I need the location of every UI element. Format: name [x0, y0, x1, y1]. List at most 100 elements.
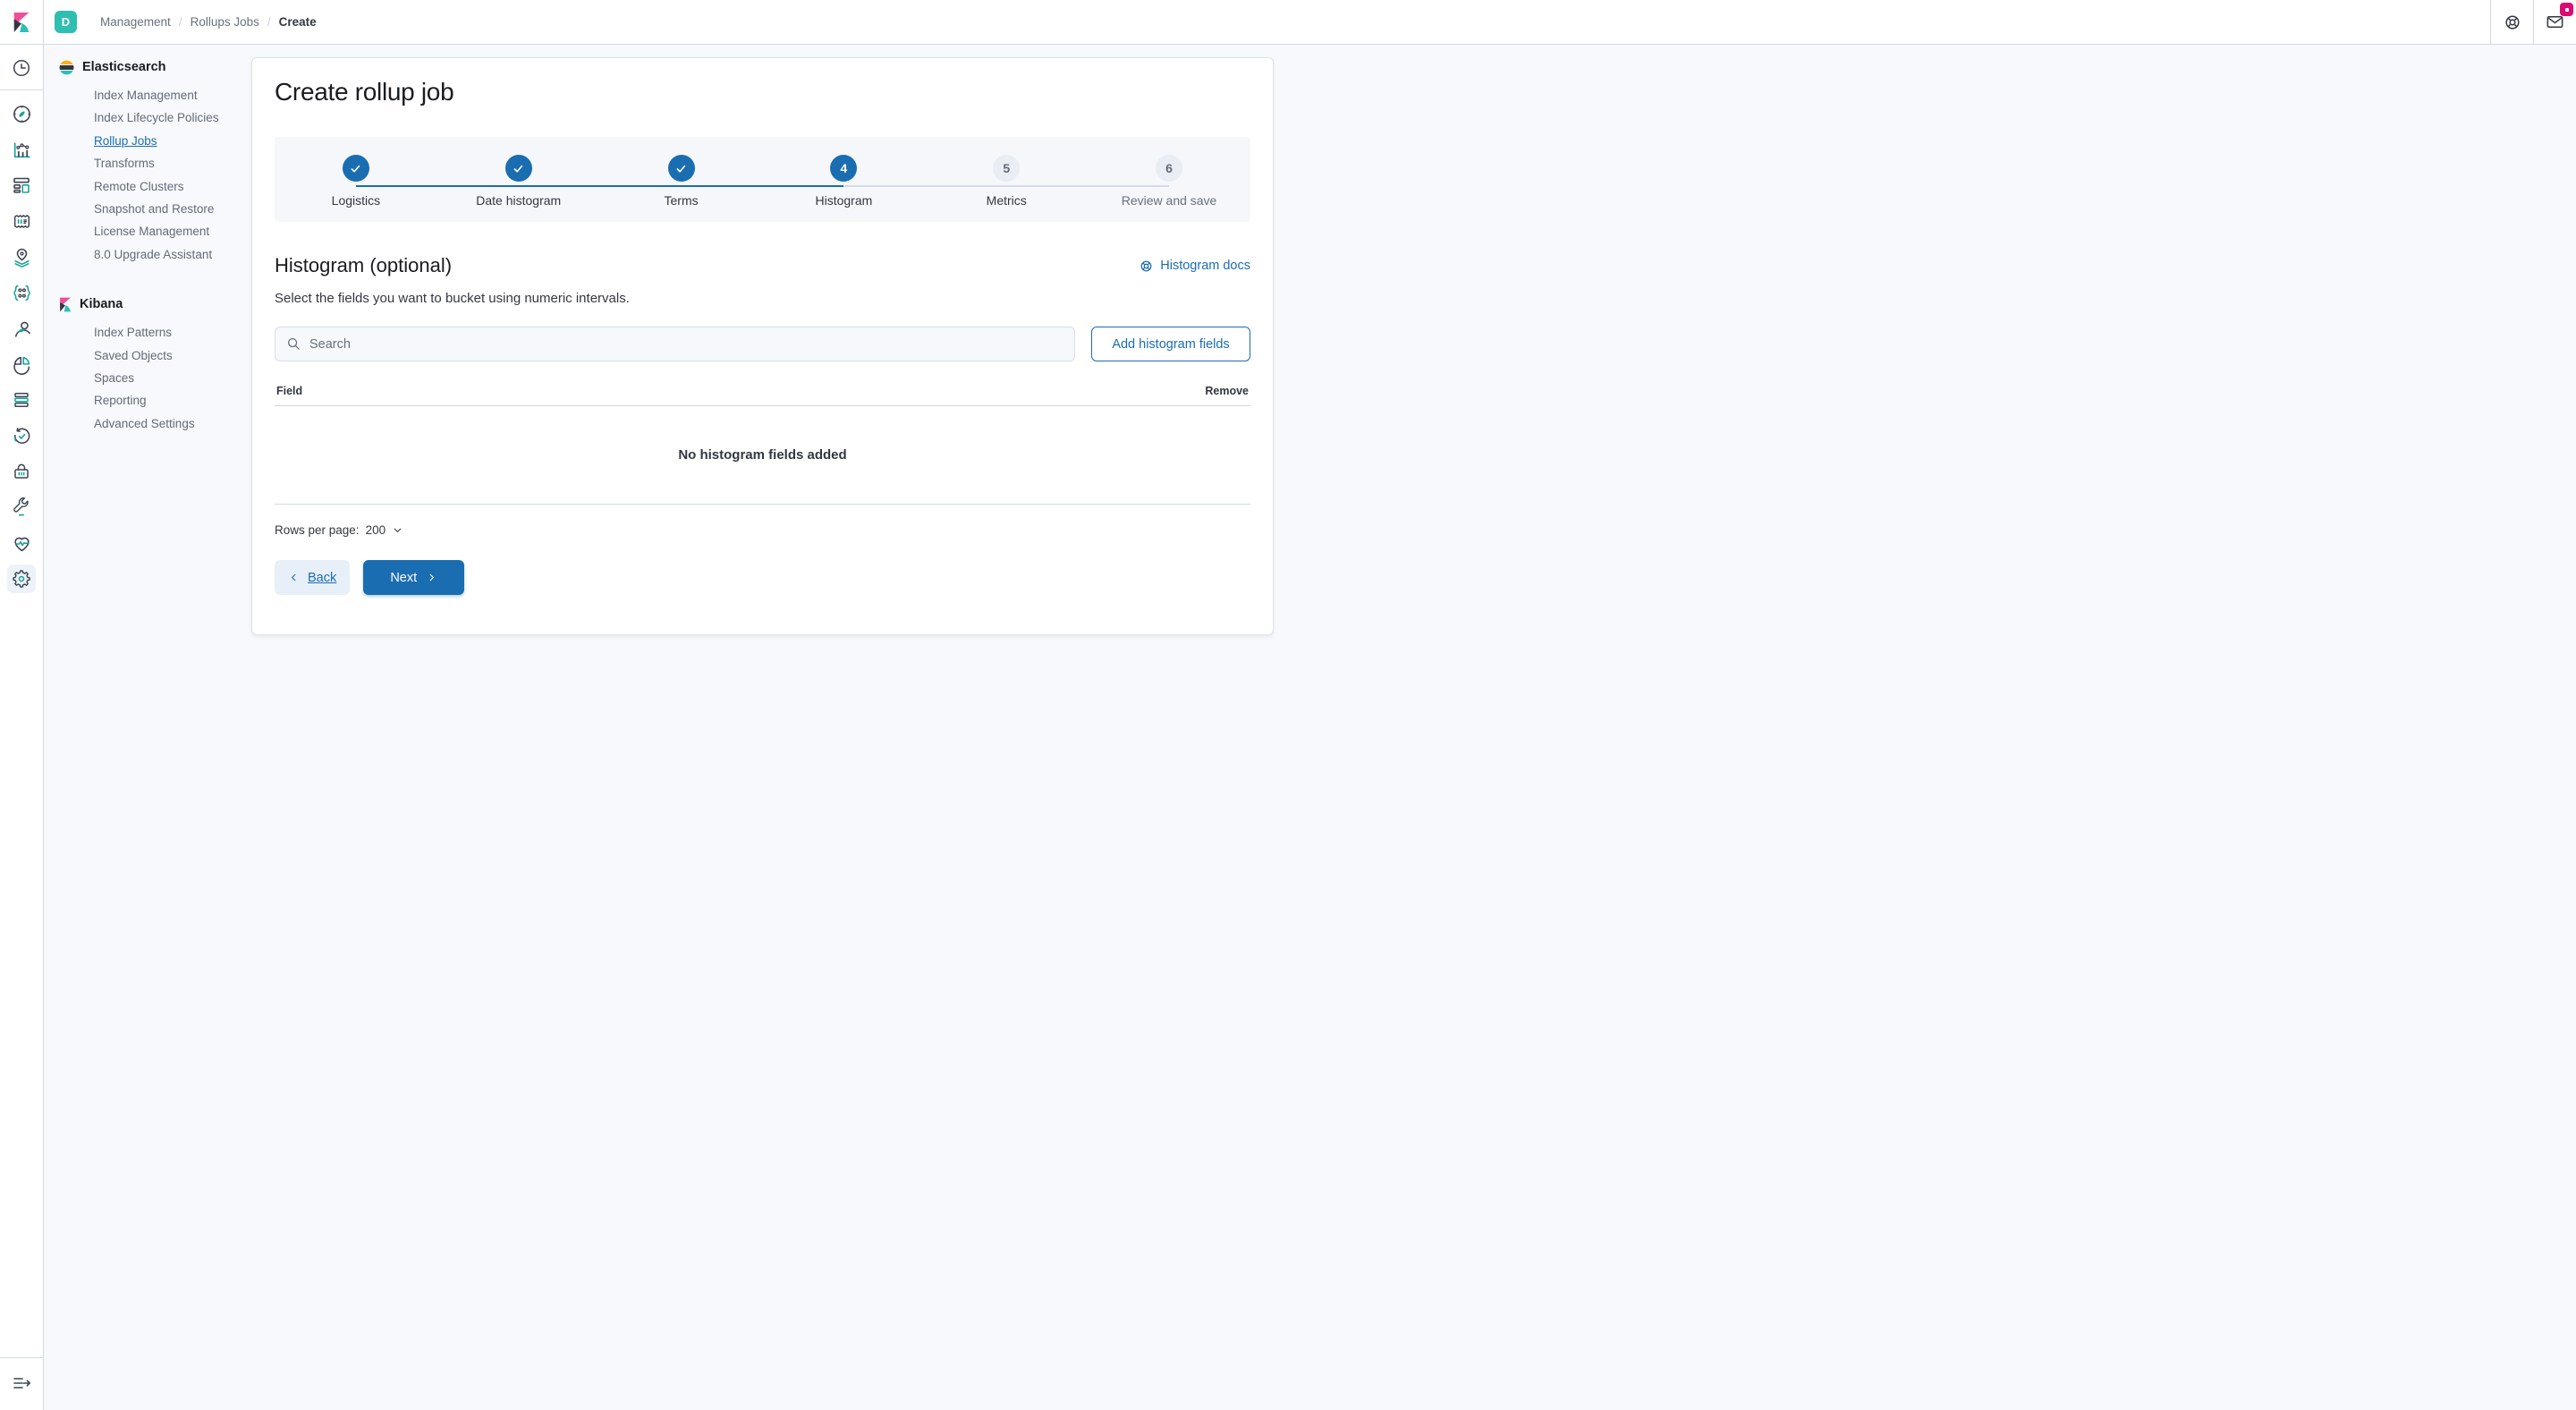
table-empty-state: No histogram fields added	[275, 406, 1250, 505]
sidebar-item-advanced-settings[interactable]: Advanced Settings	[94, 416, 195, 430]
sidebar-item-remote-clusters[interactable]: Remote Clusters	[94, 179, 184, 193]
step-complete-circle	[667, 155, 695, 182]
dev-tools-wrench-icon	[13, 497, 29, 516]
step-date-histogram[interactable]: Date histogram	[436, 155, 600, 208]
search-icon	[287, 337, 300, 350]
sidebar-item-upgrade-assistant[interactable]: 8.0 Upgrade Assistant	[94, 247, 213, 261]
nav-maps-button[interactable]	[7, 242, 36, 271]
histogram-docs-link[interactable]: Histogram docs	[1139, 259, 1250, 274]
sidebar-section-kibana: Kibana	[58, 293, 245, 316]
chevron-left-icon	[292, 573, 296, 582]
next-button-label: Next	[390, 570, 418, 585]
nav-metrics-button[interactable]	[7, 350, 36, 378]
sidebar-item-snapshot-and-restore[interactable]: Snapshot and Restore	[94, 202, 215, 217]
nav-logs-button[interactable]	[7, 386, 36, 414]
sidebar-item-reporting[interactable]: Reporting	[94, 394, 147, 408]
step-logistics[interactable]: Logistics	[275, 155, 437, 208]
step-histogram-current[interactable]: 4 Histogram	[762, 155, 926, 208]
nav-visualize-button[interactable]	[7, 135, 36, 164]
newsfeed-button[interactable]	[2533, 0, 2576, 44]
graph-icon	[14, 321, 30, 337]
docs-link-label: Histogram docs	[1160, 259, 1250, 273]
column-header-remove: Remove	[1205, 385, 1249, 397]
step-complete-circle	[342, 155, 369, 182]
rail-footer	[0, 1357, 43, 1410]
nav-stack-management-button[interactable]	[7, 565, 36, 593]
section-heading: Histogram (optional)	[275, 254, 453, 276]
step-number: 6	[1165, 161, 1173, 175]
kibana-logo-small-icon	[60, 297, 71, 312]
wizard-steps: Logistics Date histogram Terms 4 Histogr…	[275, 137, 1250, 222]
nav-recent-button[interactable]	[7, 54, 36, 82]
canvas-icon	[13, 214, 30, 228]
visualize-chart-icon	[13, 141, 30, 157]
sidebar-item-transforms[interactable]: Transforms	[94, 157, 155, 171]
security-lock-icon	[14, 463, 29, 479]
kibana-logo[interactable]	[0, 0, 44, 44]
sidebar-item-saved-objects[interactable]: Saved Objects	[94, 348, 173, 362]
step-future-circle: 5	[993, 155, 1021, 182]
discover-compass-icon	[13, 105, 30, 123]
breadcrumb-separator	[267, 15, 271, 29]
breadcrumb-management[interactable]: Management	[100, 15, 171, 29]
menu-expand-icon	[13, 1378, 30, 1389]
add-histogram-fields-button[interactable]: Add histogram fields	[1091, 327, 1250, 361]
search-input[interactable]	[309, 336, 1063, 352]
sidebar-section-elasticsearch: Elasticsearch	[58, 55, 245, 79]
sidebar-item-index-management[interactable]: Index Management	[94, 89, 198, 102]
chevron-right-icon	[429, 573, 435, 582]
sidebar-section-title: Elasticsearch	[82, 60, 166, 74]
sidebar-item-index-lifecycle-policies[interactable]: Index Lifecycle Policies	[94, 111, 219, 125]
nav-dev-tools-button[interactable]	[7, 493, 36, 522]
rows-per-page-button[interactable]: Rows per page: 200	[275, 523, 403, 537]
empty-message: No histogram fields added	[678, 447, 847, 463]
back-button[interactable]: Back	[275, 560, 351, 595]
sidebar-item-spaces[interactable]: Spaces	[94, 371, 135, 386]
step-terms[interactable]: Terms	[599, 155, 763, 208]
column-header-field: Field	[276, 385, 303, 397]
sidebar-item-license-management[interactable]: License Management	[94, 225, 210, 239]
newsfeed-icon	[2546, 15, 2563, 29]
nav-dashboard-button[interactable]	[7, 171, 36, 200]
machine-learning-icon	[13, 285, 30, 301]
nav-discover-button[interactable]	[7, 99, 36, 128]
elasticsearch-logo-icon	[59, 60, 74, 74]
nav-security-button[interactable]	[7, 457, 36, 486]
dashboard-icon	[13, 177, 30, 193]
next-button[interactable]: Next	[363, 560, 465, 595]
step-future-circle: 6	[1156, 155, 1183, 182]
step-label: Histogram	[815, 193, 873, 208]
sidebar-kibana-list: Index Patterns Saved Objects Spaces Repo…	[58, 321, 245, 435]
breadcrumb: Management Rollups Jobs Create	[100, 15, 317, 29]
nav-machine-learning-button[interactable]	[7, 278, 36, 307]
nav-expand-button[interactable]	[7, 1369, 36, 1397]
table-header-row: Field Remove	[275, 385, 1250, 406]
metrics-icon	[13, 356, 30, 375]
management-sidebar: Elasticsearch Index Management Index Lif…	[44, 45, 252, 1410]
sidebar-section-title: Kibana	[80, 297, 123, 312]
top-bar: D Management Rollups Jobs Create	[0, 0, 2576, 45]
nav-stack-monitoring-button[interactable]	[7, 529, 36, 557]
sidebar-elasticsearch-list: Index Management Index Lifecycle Policie…	[58, 84, 245, 266]
step-label: Date histogram	[476, 193, 562, 208]
rows-per-page-label: Rows per page:	[275, 523, 360, 537]
help-button[interactable]	[2490, 0, 2533, 44]
chevron-down-icon	[394, 528, 402, 532]
nav-uptime-button[interactable]	[7, 421, 36, 450]
breadcrumb-separator	[179, 15, 182, 29]
recent-clock-icon	[13, 59, 30, 77]
search-field	[275, 327, 1075, 361]
step-review-and-save[interactable]: 6 Review and save	[1088, 155, 1250, 208]
nav-graph-button[interactable]	[7, 314, 36, 343]
step-label: Review and save	[1121, 193, 1217, 208]
nav-canvas-button[interactable]	[7, 207, 36, 235]
page-title: Create rollup job	[275, 78, 454, 106]
breadcrumb-current: Create	[278, 15, 317, 29]
sidebar-item-rollup-jobs[interactable]: Rollup Jobs	[94, 133, 157, 148]
breadcrumb-rollups-jobs[interactable]: Rollups Jobs	[190, 15, 259, 29]
step-metrics[interactable]: 5 Metrics	[925, 155, 1088, 208]
space-avatar[interactable]: D	[55, 11, 77, 33]
stack-monitoring-heartbeat-icon	[13, 537, 30, 551]
maps-icon	[13, 248, 30, 268]
sidebar-item-index-patterns[interactable]: Index Patterns	[94, 326, 173, 340]
